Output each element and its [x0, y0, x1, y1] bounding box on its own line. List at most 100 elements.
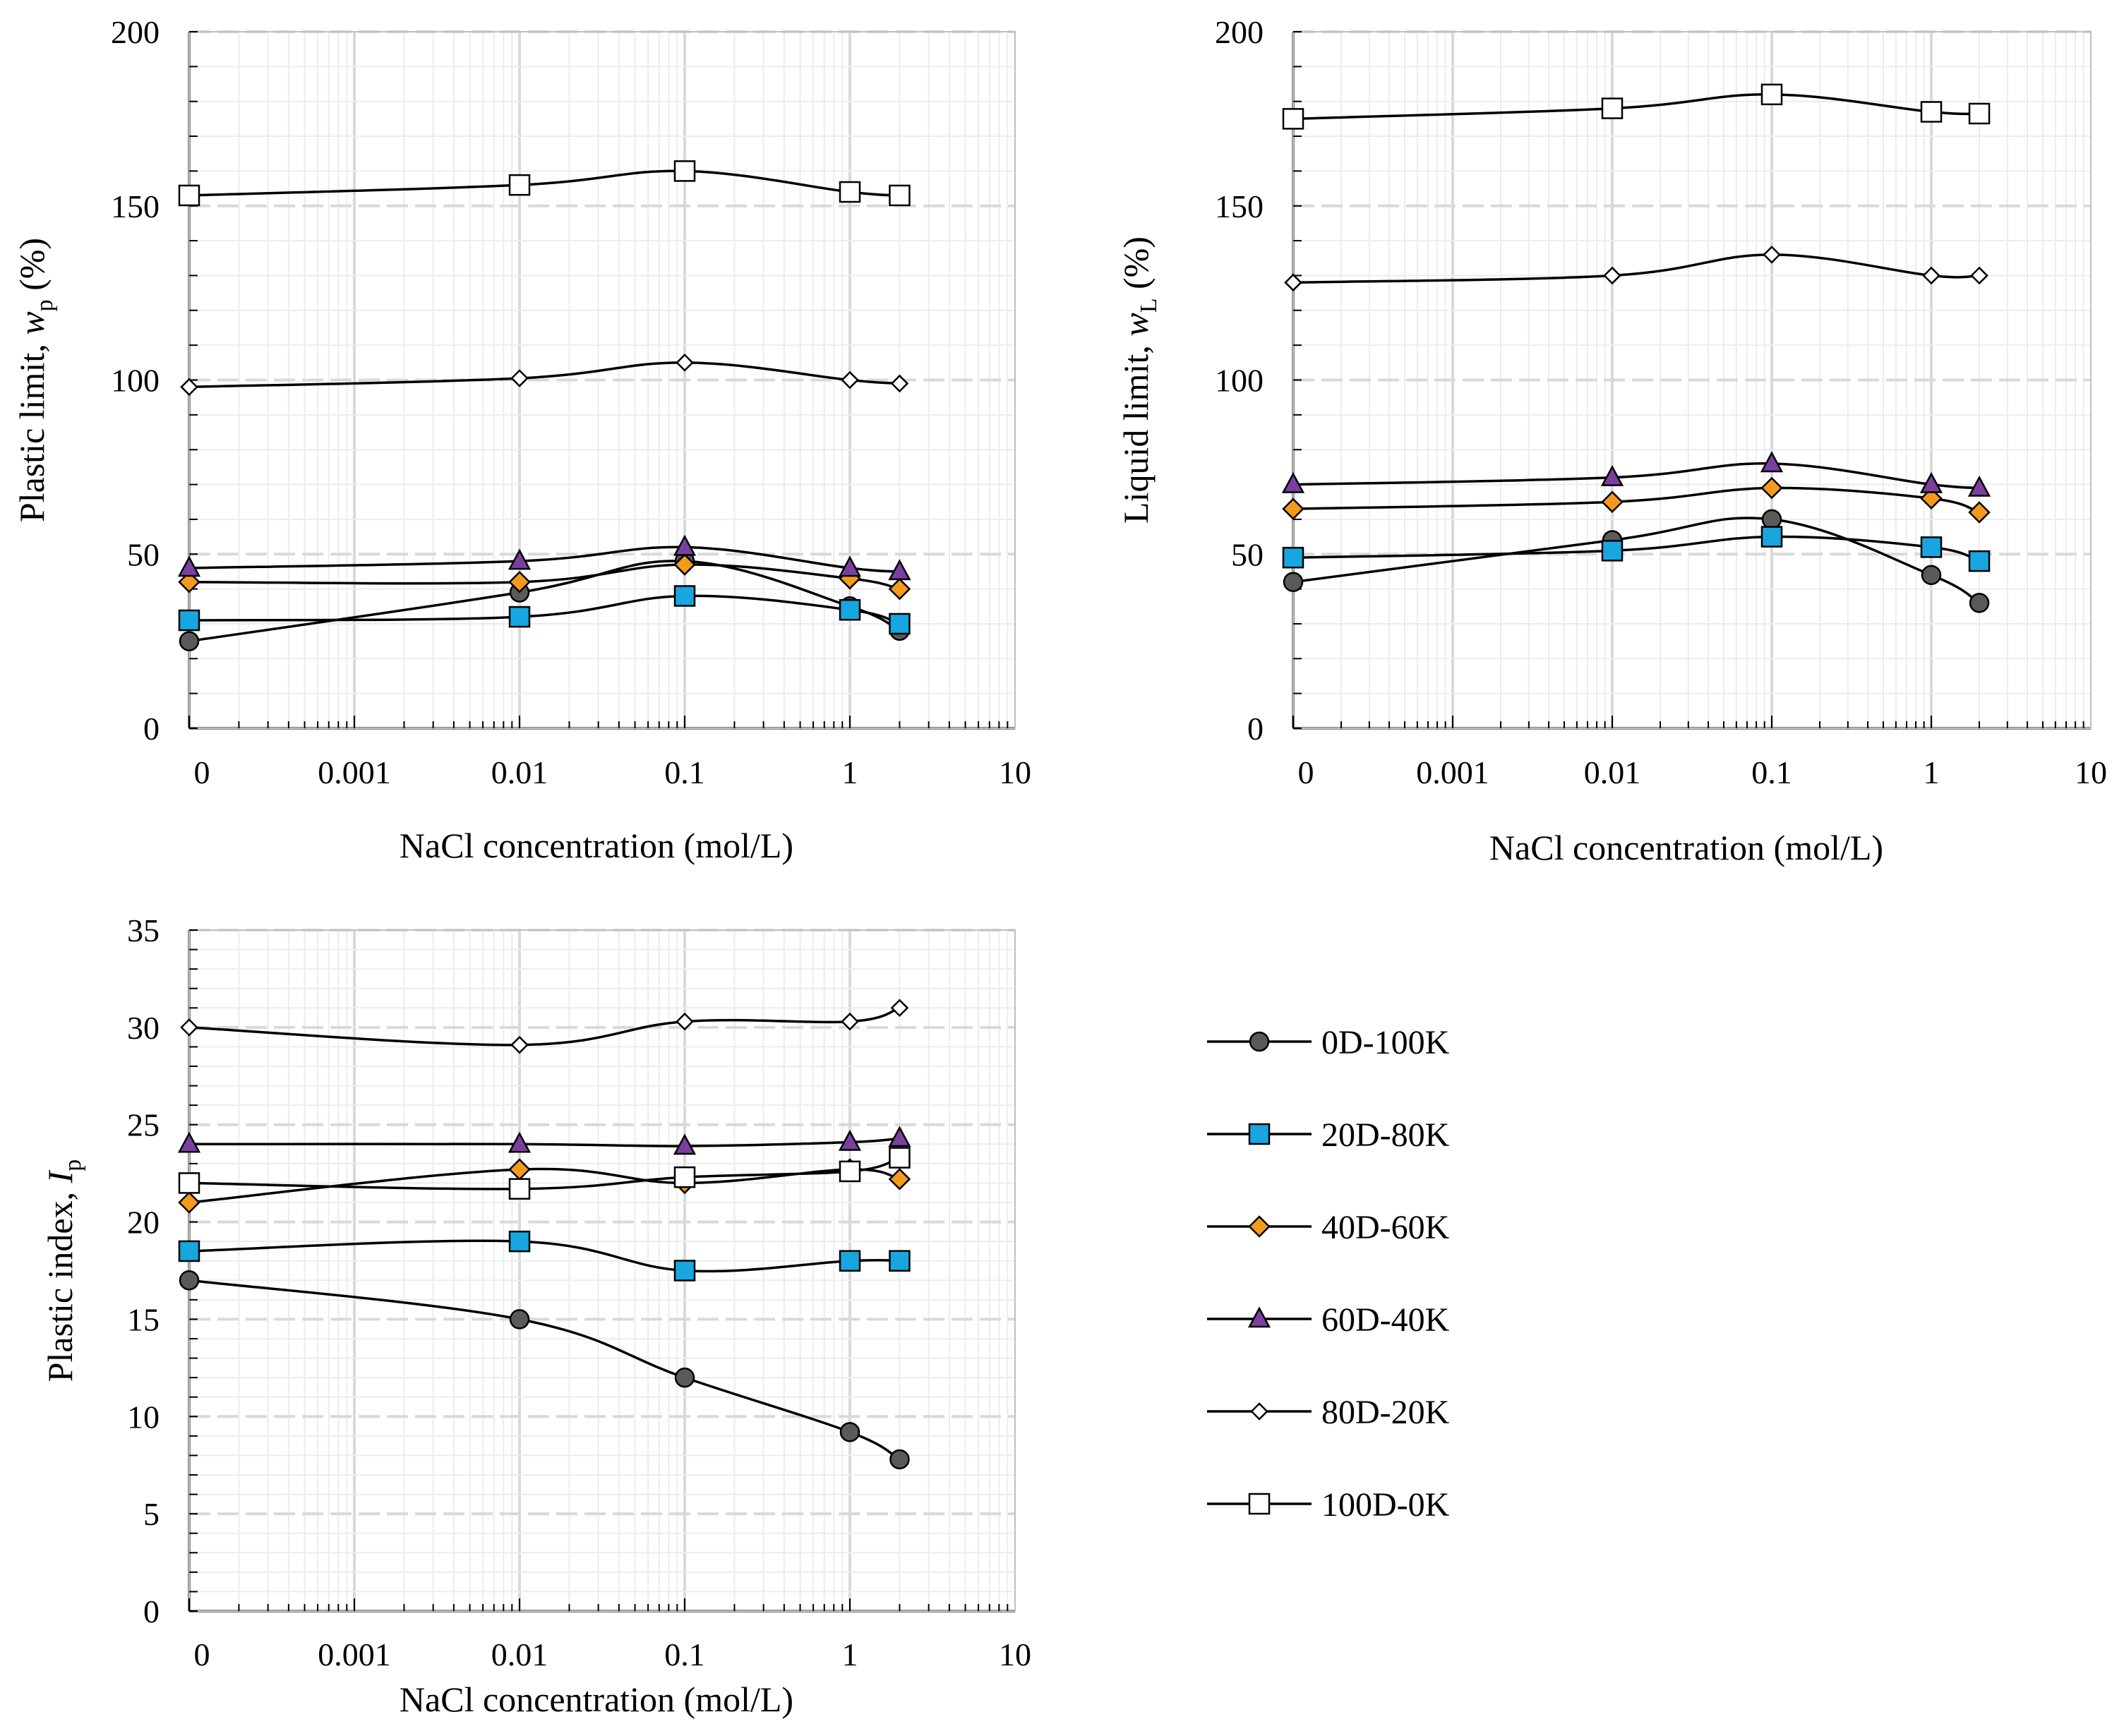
data-point-100d-0k [178, 184, 200, 207]
x-tick-label: 1 [842, 1636, 858, 1672]
data-point-40d-60k [178, 570, 200, 593]
x-tick-label: 0 [194, 754, 210, 790]
data-point-60d-40k [888, 559, 911, 581]
y-axis-label-subscript: p [32, 299, 58, 311]
y-tick-label: 200 [1215, 14, 1264, 50]
data-point-0d-100k [889, 1449, 910, 1470]
y-tick-label: 50 [1231, 536, 1264, 572]
data-point-0d-100k [1921, 565, 1942, 586]
data-point-100d-0k [839, 1160, 861, 1183]
x-tick-label: 0 [1298, 754, 1314, 790]
data-point-40d-60k [888, 577, 911, 601]
plastic-index-chart: 0 5 10 15 20 25 30 35 0 0.001 0.01 0.1 1 10 NaCl conce… [40, 912, 1031, 1719]
data-point-40d-60k [888, 1168, 911, 1191]
data-point-80d-20k [890, 999, 909, 1018]
data-point-0d-100k [1761, 509, 1782, 530]
x-tick-label: 0 [194, 1636, 210, 1672]
y-axis-label: Plastic index, Ip [40, 1159, 86, 1382]
data-point-80d-20k [510, 369, 529, 387]
data-point-100d-0k [1760, 83, 1783, 106]
legend-item-80d-20k: 80D-20K [1207, 1394, 1450, 1431]
data-point-40d-60k [178, 1191, 200, 1214]
data-point-80d-20k [180, 378, 198, 397]
data-point-20d-80k [1968, 550, 1991, 572]
x-tick-label: 0.01 [1584, 754, 1641, 790]
x-tick-label: 0.01 [491, 754, 548, 790]
data-point-20d-80k [508, 1230, 531, 1253]
y-axis-label-text: Plastic limit, [12, 335, 52, 522]
data-point-100d-0k [673, 1166, 696, 1188]
data-point-80d-20k [1970, 266, 1988, 285]
data-point-80d-20k [1603, 266, 1621, 285]
data-point-100d-0k [839, 181, 861, 203]
data-point-60d-40k [888, 1126, 911, 1147]
plot-area [189, 930, 1015, 1611]
x-tick-label: 0.001 [318, 754, 391, 790]
y-tick-label: 5 [143, 1496, 160, 1532]
x-axis-label: NaCl concentration (mol/L) [1489, 828, 1883, 867]
data-point-100d-0k [1601, 97, 1624, 119]
series-80d-20k [180, 999, 909, 1054]
y-axis-label-subscript: p [60, 1159, 86, 1171]
data-point-60d-40k [177, 1131, 201, 1153]
series-80d-20k [180, 354, 909, 397]
data-point-20d-80k [673, 585, 696, 607]
y-tick-label: 35 [127, 912, 160, 948]
data-point-60d-40k [838, 555, 862, 577]
data-point-60d-40k [508, 548, 532, 570]
y-axis-label-variable: I [40, 1169, 80, 1183]
data-point-20d-80k [839, 1250, 861, 1272]
x-tick-label: 0.1 [664, 754, 705, 790]
data-point-100d-0k [1282, 108, 1304, 130]
data-point-40d-60k [673, 553, 696, 576]
data-point-100d-0k [1920, 101, 1943, 123]
legend-item-20d-80k: 20D-80K [1207, 1116, 1450, 1154]
data-point-0d-100k [674, 1367, 695, 1388]
legend-label: 20D-80K [1321, 1116, 1450, 1154]
legend-item-100d-0k: 100D-0K [1207, 1486, 1450, 1524]
legend-label: 80D-20K [1321, 1394, 1450, 1431]
data-point-100d-0k [508, 174, 531, 196]
legend-label: 0D-100K [1321, 1024, 1450, 1061]
data-point-20d-80k [839, 598, 861, 621]
y-axis-label: Plastic limit, wp (%) [12, 238, 58, 522]
data-point-20d-80k [1760, 526, 1783, 548]
x-tick-label: 10 [999, 754, 1031, 790]
data-point-80d-20k [1763, 246, 1781, 264]
data-point-0d-100k [179, 631, 200, 651]
data-point-60d-40k [508, 1131, 532, 1153]
data-point-0d-100k [1969, 593, 1990, 613]
y-tick-label: 200 [111, 14, 160, 50]
y-tick-label: 50 [127, 536, 160, 572]
data-point-40d-60k [1282, 498, 1304, 520]
series-100d-0k [178, 160, 911, 207]
y-tick-label: 100 [111, 363, 160, 399]
x-tick-label: 10 [2075, 754, 2107, 790]
series-0d-100k [1283, 509, 1990, 613]
data-point-60d-40k [838, 1129, 862, 1151]
y-tick-label: 150 [1215, 188, 1264, 224]
y-axis-label: Liquid limit, wL (%) [1116, 236, 1162, 524]
data-point-20d-80k [1920, 536, 1943, 558]
data-point-20d-80k [889, 1250, 911, 1272]
x-tick-label: 0.001 [1416, 754, 1489, 790]
series-100d-0k [178, 1147, 911, 1200]
data-point-60d-40k [1600, 465, 1624, 486]
y-tick-label: 20 [127, 1205, 160, 1241]
data-point-20d-80k [1282, 546, 1304, 569]
gridlines [189, 929, 1015, 1611]
legend-marker [1249, 1031, 1270, 1052]
x-tick-label: 0.01 [491, 1636, 548, 1672]
y-tick-label: 100 [1215, 363, 1264, 399]
data-point-80d-20k [841, 1012, 859, 1031]
series-0d-100k [179, 1270, 910, 1470]
data-point-100d-0k [1968, 102, 1991, 125]
x-axis-label: NaCl concentration (mol/L) [400, 826, 793, 865]
data-point-100d-0k [508, 1178, 531, 1200]
series-100d-0k [1282, 83, 1991, 130]
y-tick-label: 150 [111, 188, 160, 224]
x-tick-label: 1 [1924, 754, 1940, 790]
y-tick-label: 0 [143, 711, 160, 747]
y-tick-label: 10 [127, 1399, 160, 1435]
